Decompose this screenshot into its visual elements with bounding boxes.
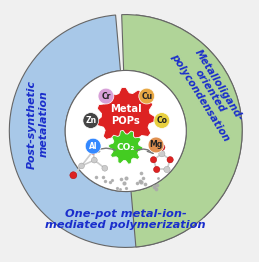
Circle shape (159, 151, 165, 157)
Circle shape (102, 165, 108, 171)
Circle shape (91, 157, 97, 163)
Circle shape (139, 88, 155, 104)
Circle shape (154, 113, 170, 128)
Circle shape (167, 157, 173, 163)
Circle shape (65, 70, 186, 192)
Text: Mg: Mg (149, 140, 163, 150)
Circle shape (148, 137, 164, 153)
Text: Metal
POPs: Metal POPs (110, 105, 142, 126)
Text: Zn: Zn (85, 116, 96, 125)
Text: Cr: Cr (101, 92, 111, 101)
Text: Co: Co (156, 116, 167, 125)
Text: Al: Al (89, 142, 97, 151)
Circle shape (85, 138, 101, 154)
Wedge shape (122, 15, 242, 247)
Circle shape (98, 88, 114, 104)
Wedge shape (131, 15, 242, 217)
Circle shape (150, 157, 157, 163)
Circle shape (70, 172, 77, 179)
Text: Cu: Cu (141, 92, 152, 101)
Circle shape (90, 147, 97, 154)
Polygon shape (109, 130, 143, 164)
Circle shape (164, 166, 170, 173)
Text: One-pot metal-ion-
mediated polymerization: One-pot metal-ion- mediated polymerizati… (45, 209, 206, 230)
Circle shape (154, 166, 160, 173)
Text: Post-synthetic
metalation: Post-synthetic metalation (27, 79, 49, 168)
Wedge shape (9, 15, 197, 247)
Text: Metalloligand-
oriented
polycondensation: Metalloligand- oriented polycondensation (169, 40, 250, 143)
Circle shape (159, 144, 165, 150)
Polygon shape (96, 87, 155, 146)
Circle shape (78, 163, 84, 169)
Text: CO₂: CO₂ (117, 143, 135, 152)
Circle shape (83, 113, 99, 128)
